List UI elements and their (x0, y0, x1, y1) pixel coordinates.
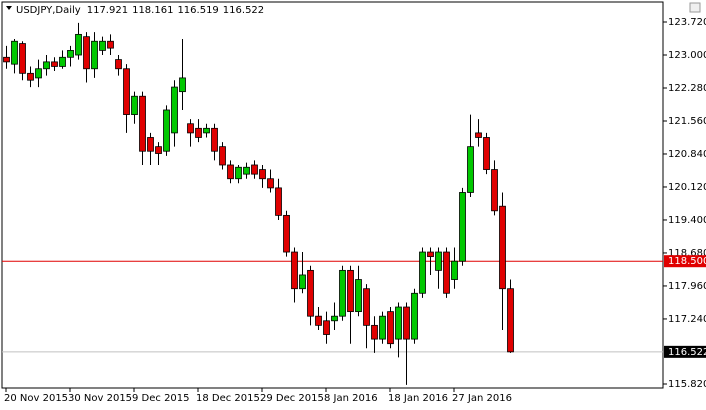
price-label: 118.500 (668, 256, 706, 267)
candle-body (147, 137, 154, 152)
x-tick-label: 9 Dec 2015 (132, 393, 190, 404)
candle-body (427, 251, 434, 258)
header-value: 116.522 (223, 5, 264, 16)
candle-body (251, 164, 258, 175)
header-value: 117.921 (87, 5, 128, 16)
candle-body (51, 61, 58, 67)
candle-body (315, 315, 322, 326)
candle-body (171, 86, 178, 134)
header-value: 116.519 (177, 5, 218, 16)
candle-body (195, 127, 202, 138)
candle-body (3, 56, 10, 63)
candle-body (467, 146, 474, 193)
x-tick-label: 8 Jan 2016 (324, 393, 378, 404)
y-tick-label: 123.720 (668, 17, 706, 28)
candle-body (155, 146, 162, 154)
y-tick-label: 115.820 (668, 379, 706, 390)
y-tick-label: 118.680 (668, 248, 706, 259)
candle-body (67, 50, 74, 58)
candle-body (459, 192, 466, 262)
x-tick-label: 20 Nov 2015 (4, 393, 68, 404)
candle-body (139, 95, 146, 152)
x-tick-label: 30 Nov 2015 (68, 393, 132, 404)
y-tick-label: 123.000 (668, 50, 706, 61)
candle-body (115, 59, 122, 70)
candle-body (443, 251, 450, 294)
y-tick-label: 121.560 (668, 116, 706, 127)
x-tick-label: 27 Jan 2016 (452, 393, 512, 404)
candle-body (259, 169, 266, 180)
candle-body (395, 306, 402, 340)
y-tick-label: 117.960 (668, 281, 706, 292)
candle-body (27, 72, 34, 81)
candle-body (331, 315, 338, 322)
candle-body (507, 288, 514, 353)
candle-body (451, 260, 458, 280)
candle-body (91, 40, 98, 70)
candle-body (499, 205, 506, 290)
candle-body (491, 169, 498, 212)
x-tick-label: 29 Dec 2015 (260, 393, 324, 404)
chart-title: USDJPY,Daily (16, 5, 81, 16)
symbol-icon (6, 6, 12, 10)
price-label: 116.522 (668, 347, 706, 358)
candle-body (435, 251, 442, 271)
header-value: 118.161 (132, 5, 173, 16)
y-tick-label: 119.400 (668, 215, 706, 226)
plot-frame (1, 1, 664, 389)
candle-body (403, 306, 410, 340)
price-label-box (664, 345, 706, 358)
candle-body (43, 61, 50, 70)
candle-body (211, 127, 218, 152)
candle-body (363, 288, 370, 326)
candle-body (275, 187, 282, 216)
candle-body (219, 146, 226, 166)
candle-body (267, 178, 274, 189)
candle-body (59, 56, 66, 67)
candle-body (347, 269, 354, 313)
candle-body (107, 40, 114, 49)
candle-body (35, 68, 42, 79)
candle-body (323, 320, 330, 335)
candle-body (123, 68, 130, 115)
candle-body (419, 251, 426, 294)
candle-body (283, 214, 290, 253)
window-button[interactable] (689, 2, 701, 13)
candle-body (179, 77, 186, 93)
x-tick-label: 18 Dec 2015 (196, 393, 260, 404)
y-tick-label: 120.840 (668, 149, 706, 160)
candle-body (475, 132, 482, 138)
candle-body (11, 40, 18, 65)
candle-body (99, 40, 106, 51)
candle-body (483, 137, 490, 170)
y-tick-label: 120.120 (668, 182, 706, 193)
candle-body (75, 33, 82, 56)
candle-body (371, 324, 378, 340)
candle-body (187, 123, 194, 134)
candle-body (235, 166, 242, 180)
candle-body (299, 274, 306, 290)
y-tick-label: 117.240 (668, 314, 706, 325)
candle-body (203, 127, 210, 134)
candle-body (307, 269, 314, 317)
candle-body (83, 36, 90, 70)
candle-body (131, 95, 138, 115)
candle-body (379, 315, 386, 340)
candle-body (387, 311, 394, 345)
candle-body (291, 251, 298, 290)
candle-body (339, 269, 346, 317)
candle-body (163, 109, 170, 152)
candle-body (355, 279, 362, 313)
x-tick-label: 18 Jan 2016 (388, 393, 448, 404)
price-label-box (664, 255, 706, 268)
candle-body (243, 166, 250, 175)
candle-body (19, 43, 26, 74)
candle-body (227, 164, 234, 180)
candle-body (411, 292, 418, 340)
y-tick-label: 122.280 (668, 83, 706, 94)
